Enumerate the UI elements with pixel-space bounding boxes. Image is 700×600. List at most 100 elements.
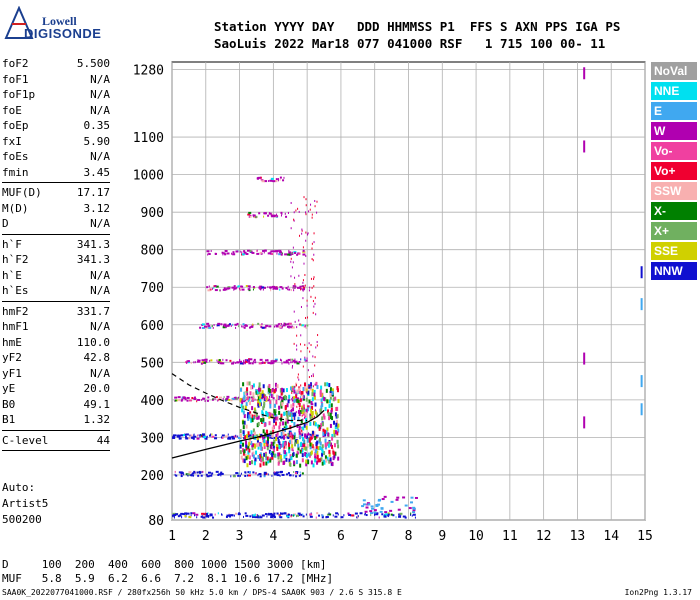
echo-point <box>316 512 319 515</box>
echo-point <box>402 496 406 499</box>
echo-point <box>206 322 210 325</box>
echo-point <box>248 362 252 365</box>
echo-point <box>238 396 240 399</box>
echo-point <box>301 229 303 232</box>
echo-point <box>320 398 323 403</box>
echo-point <box>248 434 252 437</box>
echo-point <box>273 325 275 328</box>
echo-point <box>173 516 175 519</box>
echo-point <box>253 431 256 436</box>
echo-point <box>248 461 251 466</box>
echo-point <box>248 381 251 386</box>
echo-point <box>305 213 307 216</box>
echo-point <box>270 393 273 398</box>
echo-point <box>270 177 274 180</box>
echo-point <box>328 512 330 515</box>
echo-point <box>412 513 416 516</box>
echo-point <box>287 358 291 361</box>
echo-point <box>336 431 339 436</box>
echo-point <box>305 397 308 402</box>
echo-point <box>206 475 210 478</box>
echo-point <box>303 416 305 419</box>
echo-point <box>172 512 176 515</box>
echo-point <box>278 253 282 256</box>
echo-point <box>328 452 331 457</box>
y-tick-label: 400 <box>141 394 164 409</box>
param-row: h`E N/A <box>2 268 110 284</box>
echo-point <box>178 471 180 474</box>
echo-point <box>258 286 262 289</box>
echo-point <box>245 514 249 517</box>
echo-point <box>373 509 377 512</box>
echo-point <box>244 324 248 327</box>
echo-point <box>251 460 254 465</box>
x-tick-label: 13 <box>570 529 586 544</box>
echo-point <box>293 416 296 421</box>
echo-point <box>329 457 332 462</box>
echo-point <box>193 470 196 473</box>
echo-point <box>390 513 393 516</box>
echo-point <box>296 439 299 444</box>
echo-point <box>321 416 324 421</box>
param-value: 3.12 <box>83 201 111 215</box>
echo-point <box>200 434 204 437</box>
echo-point <box>300 305 302 308</box>
echo-point <box>312 437 314 440</box>
echo-point <box>284 405 287 410</box>
echo-point <box>300 334 302 337</box>
y-tick-label: 300 <box>141 431 164 446</box>
echo-point <box>314 454 317 459</box>
echo-point <box>263 439 266 444</box>
echo-point <box>296 326 298 329</box>
scaled-parameters-panel: foF2 5.500 foF1 N/A foF1p N/A foE N/A foEp 0.35 fx… <box>2 56 110 453</box>
echo-point <box>267 473 269 476</box>
echo-point <box>205 358 208 361</box>
param-value: N/A <box>90 320 110 333</box>
echo-point <box>294 412 297 417</box>
echo-point <box>308 289 310 292</box>
echo-point <box>244 512 247 515</box>
echo-point <box>279 288 281 291</box>
echo-point <box>294 358 296 361</box>
echo-point <box>241 325 243 328</box>
echo-point <box>276 213 278 216</box>
echo-point <box>334 412 337 417</box>
echo-point <box>281 387 284 392</box>
echo-point <box>266 429 269 434</box>
echo-point <box>298 360 301 363</box>
echo-point <box>268 512 270 515</box>
echo-point <box>210 249 212 252</box>
echo-point <box>257 396 260 401</box>
echo-point <box>278 425 281 430</box>
echo-point <box>292 449 294 452</box>
echo-point <box>282 421 285 426</box>
legend-item-x: X- <box>651 202 697 220</box>
echo-point <box>276 215 279 218</box>
echo-point <box>351 514 355 517</box>
echo-point <box>306 436 309 439</box>
muf-table-d-row: D 100 200 400 600 800 1000 1500 3000 [km… <box>2 558 327 571</box>
echo-point <box>172 515 174 518</box>
echo-point <box>286 323 290 326</box>
echo-point <box>263 251 265 254</box>
param-row: MUF(D) 17.17 <box>2 185 110 201</box>
echo-point <box>241 400 245 403</box>
echo-point <box>244 359 247 362</box>
echo-point <box>286 515 290 518</box>
echo-point <box>305 459 308 464</box>
echo-point <box>200 474 203 477</box>
echo-point <box>208 252 210 255</box>
echo-point <box>274 382 277 387</box>
echo-point <box>376 512 379 515</box>
param-value: 1.32 <box>83 413 111 426</box>
echo-point <box>369 510 373 513</box>
echo-point <box>304 452 307 457</box>
echo-point <box>280 391 283 396</box>
echo-point <box>311 242 313 245</box>
echo-point <box>263 361 266 364</box>
echo-point <box>362 499 366 502</box>
echo-point <box>266 515 268 518</box>
echo-point <box>187 360 190 363</box>
echo-point <box>244 474 247 477</box>
echo-point <box>249 411 252 416</box>
